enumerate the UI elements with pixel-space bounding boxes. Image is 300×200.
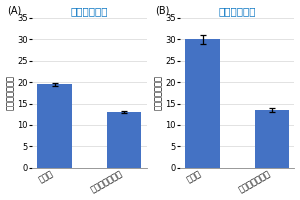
- Title: 熟練者の場合: 熟練者の場合: [70, 6, 108, 16]
- Text: (B): (B): [155, 6, 169, 16]
- Y-axis label: 操作時間（秒）: 操作時間（秒）: [6, 75, 15, 110]
- Text: (A): (A): [7, 6, 21, 16]
- Bar: [107, 112, 141, 168]
- Bar: [37, 84, 72, 168]
- Title: 初心者の場合: 初心者の場合: [218, 6, 256, 16]
- Bar: [185, 39, 220, 168]
- Bar: [255, 110, 289, 168]
- Y-axis label: 操作時間（秒）: 操作時間（秒）: [154, 75, 163, 110]
